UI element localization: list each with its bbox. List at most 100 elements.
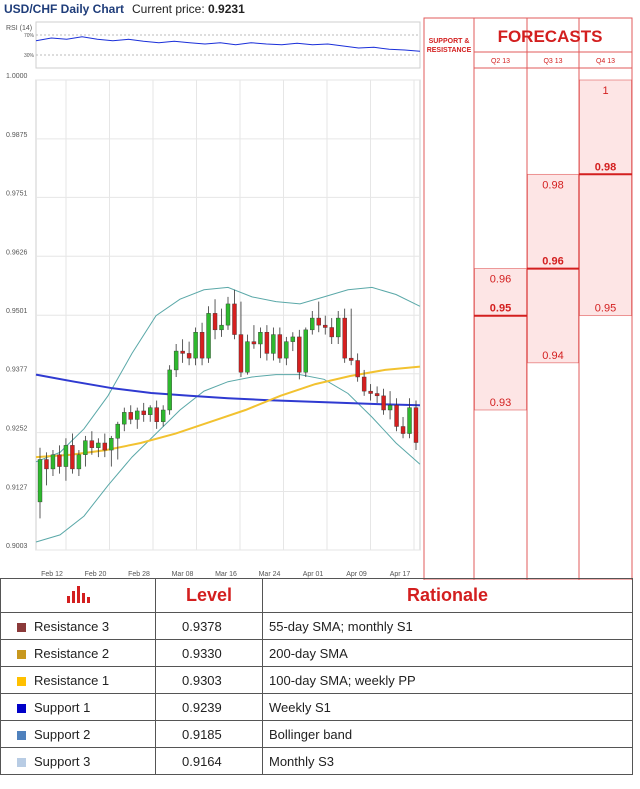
candle bbox=[368, 384, 373, 401]
candle bbox=[160, 405, 166, 427]
candle-body bbox=[342, 317, 347, 359]
y-tick-label: 0.9626 bbox=[6, 249, 28, 256]
candle bbox=[37, 447, 43, 519]
candle bbox=[135, 407, 140, 429]
candle-body bbox=[238, 334, 244, 373]
row-name: Support 3 bbox=[0, 747, 156, 775]
candle-body bbox=[361, 376, 367, 392]
forecast-avg: 0.96 bbox=[542, 256, 563, 268]
current-price-label: Current price: bbox=[132, 2, 205, 16]
candle bbox=[173, 343, 179, 377]
candle bbox=[323, 315, 328, 335]
table-row: Resistance 1 0.9303 100-day SMA; weekly PP bbox=[0, 666, 633, 694]
candle-body bbox=[206, 313, 211, 359]
y-tick-label: 1.0000 bbox=[6, 73, 28, 80]
y-tick-label: 0.9751 bbox=[6, 190, 28, 197]
candle bbox=[290, 332, 296, 352]
candle bbox=[264, 325, 270, 361]
sr-label-line1: SUPPORT & bbox=[429, 38, 470, 45]
candle-body bbox=[290, 336, 296, 342]
candle-body bbox=[70, 445, 75, 470]
candle bbox=[277, 327, 283, 363]
x-tick-label: Feb 20 bbox=[85, 571, 107, 578]
candle bbox=[128, 405, 133, 425]
forecast-max: 0.98 bbox=[542, 179, 563, 191]
candle-body bbox=[303, 329, 308, 373]
row-swatch bbox=[17, 649, 26, 659]
row-name-text: Resistance 1 bbox=[34, 672, 110, 688]
candle-body bbox=[128, 412, 133, 420]
candle bbox=[96, 438, 101, 458]
candle bbox=[109, 435, 114, 467]
row-name-text: Resistance 2 bbox=[34, 645, 110, 661]
candle bbox=[355, 353, 360, 382]
candle bbox=[316, 301, 321, 333]
candle bbox=[141, 402, 146, 422]
candle bbox=[50, 450, 56, 476]
candle-body bbox=[316, 317, 321, 326]
row-name: Support 2 bbox=[0, 720, 156, 748]
row-swatch bbox=[17, 757, 26, 767]
candle-body bbox=[212, 313, 218, 331]
forecast-min: 0.95 bbox=[595, 303, 616, 315]
candle bbox=[342, 308, 347, 363]
forecasts-title: FORECASTS bbox=[498, 27, 603, 46]
candle-body bbox=[76, 454, 82, 470]
row-name: Resistance 1 bbox=[0, 666, 156, 694]
candle bbox=[407, 398, 412, 439]
candle bbox=[381, 388, 386, 415]
table-row: Support 1 0.9239 Weekly S1 bbox=[0, 693, 633, 721]
candle-body bbox=[135, 410, 140, 420]
rsi-level-70: 70% bbox=[24, 33, 35, 39]
candle-body bbox=[102, 442, 108, 451]
chart-canvas: RSI (14) 70% 30% 1.0000 0.9875 0.9751 0.962… bbox=[6, 17, 633, 580]
candle-body bbox=[167, 369, 172, 411]
forecast-quarter-label: Q3 13 bbox=[543, 58, 562, 65]
candle-body bbox=[115, 423, 120, 439]
row-rationale: 200-day SMA bbox=[262, 639, 633, 667]
candle bbox=[336, 310, 341, 344]
candle bbox=[400, 417, 406, 439]
bar-chart-icon bbox=[67, 586, 90, 603]
candle-body bbox=[368, 390, 373, 394]
candle-body bbox=[141, 410, 146, 415]
row-level: 0.9164 bbox=[155, 747, 263, 775]
row-swatch bbox=[17, 703, 26, 713]
x-tick-label: Apr 17 bbox=[390, 571, 411, 578]
candle-body bbox=[219, 324, 224, 331]
candle bbox=[154, 400, 159, 429]
candle bbox=[387, 391, 393, 420]
candle bbox=[297, 329, 302, 380]
row-name: Resistance 2 bbox=[0, 639, 156, 667]
y-tick-label: 0.9003 bbox=[6, 543, 28, 550]
current-price: Current price: 0.9231 bbox=[132, 2, 245, 16]
candle bbox=[186, 341, 192, 366]
candle-body bbox=[50, 454, 56, 470]
row-rationale: Bollinger band bbox=[262, 720, 633, 748]
rsi-line bbox=[35, 36, 421, 52]
x-tick-label: Apr 01 bbox=[303, 571, 324, 578]
candle bbox=[148, 405, 153, 422]
forecast-range-box bbox=[579, 79, 632, 317]
y-tick-label: 0.9875 bbox=[6, 132, 28, 139]
row-swatch bbox=[17, 730, 26, 740]
y-tick-label: 0.9127 bbox=[6, 485, 28, 492]
candle-body bbox=[297, 336, 302, 373]
candle-body bbox=[109, 438, 114, 451]
row-level: 0.9303 bbox=[155, 666, 263, 694]
candle bbox=[271, 327, 276, 361]
candle bbox=[70, 433, 75, 474]
forecast-quarter-label: Q2 13 bbox=[491, 58, 510, 65]
candle-body bbox=[96, 442, 101, 448]
sma-200-line bbox=[35, 373, 421, 407]
candle bbox=[329, 318, 334, 344]
candle-body bbox=[251, 341, 257, 345]
candle-body bbox=[310, 317, 315, 331]
candle-body bbox=[284, 341, 289, 359]
forecast-quarter-label: Q4 13 bbox=[596, 58, 615, 65]
candle-body bbox=[407, 407, 412, 434]
candle-body bbox=[83, 440, 88, 455]
candle-body bbox=[193, 332, 198, 359]
bollinger-lower bbox=[35, 374, 421, 543]
candle bbox=[76, 450, 82, 476]
